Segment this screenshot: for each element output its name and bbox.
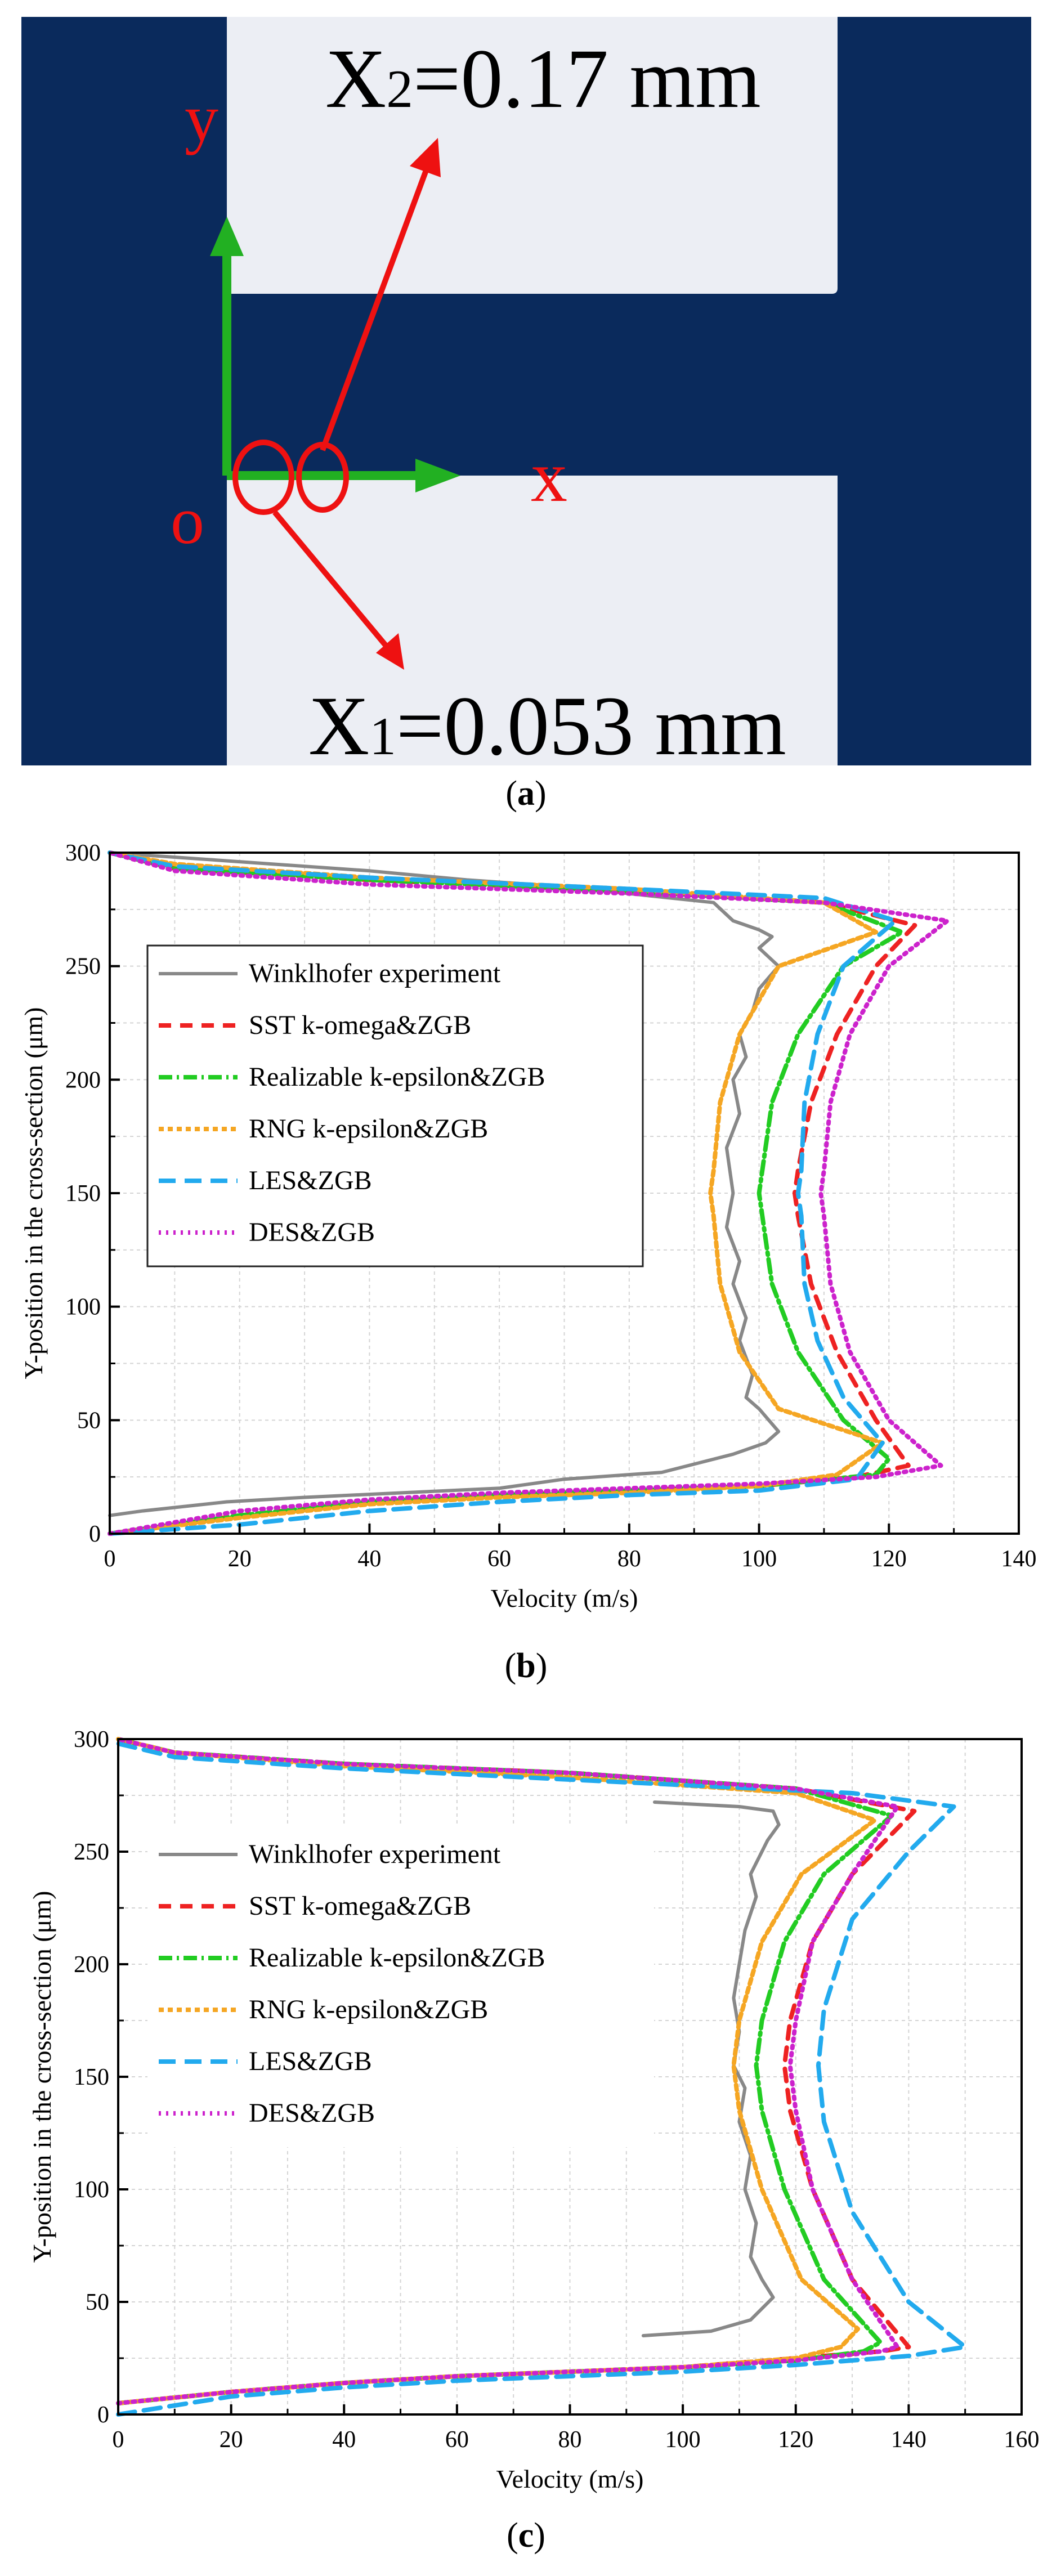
x1-label: X1=0.053 mm xyxy=(308,679,786,765)
legend-label-6: DES&ZGB xyxy=(249,2098,375,2128)
x1-marker-circle xyxy=(232,440,294,515)
x2-pointer-arrow xyxy=(320,168,429,451)
series-line-5 xyxy=(108,850,898,1536)
legend-label-2: SST k-omega&ZGB xyxy=(249,1891,471,1921)
y-tick-label: 50 xyxy=(77,1408,101,1433)
x-tick-label: 120 xyxy=(871,1546,907,1572)
x2-arrowhead xyxy=(410,138,441,177)
velocity-chart-b: 0 20 40 60 80 100 120 140 0 50 100 150 200 250 300 Velo… xyxy=(19,840,1037,1612)
x-tick-label: 100 xyxy=(741,1546,777,1572)
x-tick-label: 140 xyxy=(891,2427,926,2453)
panel-label-b: (b) xyxy=(504,1647,548,1685)
x-tick-label: 120 xyxy=(778,2427,813,2453)
series-line-6 xyxy=(108,850,950,1536)
legend-label-2: SST k-omega&ZGB xyxy=(249,1010,471,1040)
legend-label-3: Realizable k-epsilon&ZGB xyxy=(249,1062,545,1092)
x-tick-label: 160 xyxy=(1004,2427,1040,2453)
x-axis-arrowhead xyxy=(415,459,460,492)
panel-label-c: (c) xyxy=(507,2516,545,2555)
x1-arrowhead xyxy=(376,633,404,670)
x-tick-label: 40 xyxy=(357,1546,381,1572)
y-tick-label: 250 xyxy=(65,954,101,980)
x-tick-label: 100 xyxy=(665,2427,701,2453)
y-tick-label: 250 xyxy=(74,1839,109,1865)
x-axis-letter: x xyxy=(531,436,567,517)
x1-pointer-arrow xyxy=(272,510,390,649)
x-axis-label: Velocity (m/s) xyxy=(491,1584,638,1612)
y-tick-label: 100 xyxy=(65,1294,101,1320)
legend-label-5: LES&ZGB xyxy=(249,1166,372,1195)
x-tick-label: 60 xyxy=(487,1546,511,1572)
x-tick-label: 20 xyxy=(220,2427,243,2453)
x-tick-label: 140 xyxy=(1001,1546,1037,1572)
y-tick-label: 100 xyxy=(74,2177,109,2203)
y-tick-label: 200 xyxy=(74,1952,109,1978)
legend-box xyxy=(146,944,644,1267)
y-tick-label: 150 xyxy=(65,1181,101,1207)
legend-label-1: Winklhofer experiment xyxy=(249,958,501,988)
y-axis-label: Y-position in the cross-section (μm) xyxy=(28,1891,56,2263)
legend-label-4: RNG k-epsilon&ZGB xyxy=(249,1114,488,1144)
series-line-6 xyxy=(116,1737,900,2405)
panel-label-a: (a) xyxy=(505,774,547,813)
x-axis-label: Velocity (m/s) xyxy=(496,2465,644,2493)
y-tick-label: 150 xyxy=(74,2064,109,2090)
y-tick-label: 300 xyxy=(65,840,101,866)
legend-label-4: RNG k-epsilon&ZGB xyxy=(249,1995,488,2024)
nozzle-diagram: X2=0.17 mm X1=0.053 mm y x o xyxy=(21,17,1031,765)
x-tick-label: 60 xyxy=(445,2427,469,2453)
y-tick-label: 0 xyxy=(97,2402,109,2428)
legend-box xyxy=(147,1826,654,2147)
y-tick-label: 50 xyxy=(86,2290,109,2315)
legend-label-3: Realizable k-epsilon&ZGB xyxy=(249,1943,545,1973)
upper-nozzle-wall xyxy=(227,17,838,294)
x-tick-label: 0 xyxy=(104,1546,116,1572)
y-tick-label: 300 xyxy=(74,1727,109,1753)
y-axis-arrowhead xyxy=(210,217,244,256)
velocity-chart-c: 0 20 40 60 80 100 120 140 160 0 50 100 150 200 250 300 V… xyxy=(28,1727,1040,2493)
y-axis-letter: y xyxy=(185,80,218,155)
x-tick-label: 80 xyxy=(558,2427,582,2453)
legend-label-5: LES&ZGB xyxy=(249,2046,372,2076)
x-tick-label: 0 xyxy=(113,2427,124,2453)
y-tick-label: 0 xyxy=(89,1521,101,1547)
coordinate-axes xyxy=(210,217,460,492)
x2-label: X2=0.17 mm xyxy=(325,32,761,126)
x-tick-label: 40 xyxy=(332,2427,356,2453)
y-axis-label: Y-position in the cross-section (μm) xyxy=(19,1007,48,1379)
legend-label-6: DES&ZGB xyxy=(249,1217,375,1247)
x-tick-label: 80 xyxy=(617,1546,641,1572)
series-line-1 xyxy=(108,851,781,1517)
origin-letter: o xyxy=(171,483,204,558)
lower-nozzle-wall xyxy=(227,476,838,765)
measurement-markers xyxy=(232,168,429,649)
x-tick-label: 20 xyxy=(228,1546,252,1572)
legend-label-1: Winklhofer experiment xyxy=(249,1839,501,1869)
y-tick-label: 200 xyxy=(65,1067,101,1093)
series-line-5 xyxy=(116,1741,968,2417)
